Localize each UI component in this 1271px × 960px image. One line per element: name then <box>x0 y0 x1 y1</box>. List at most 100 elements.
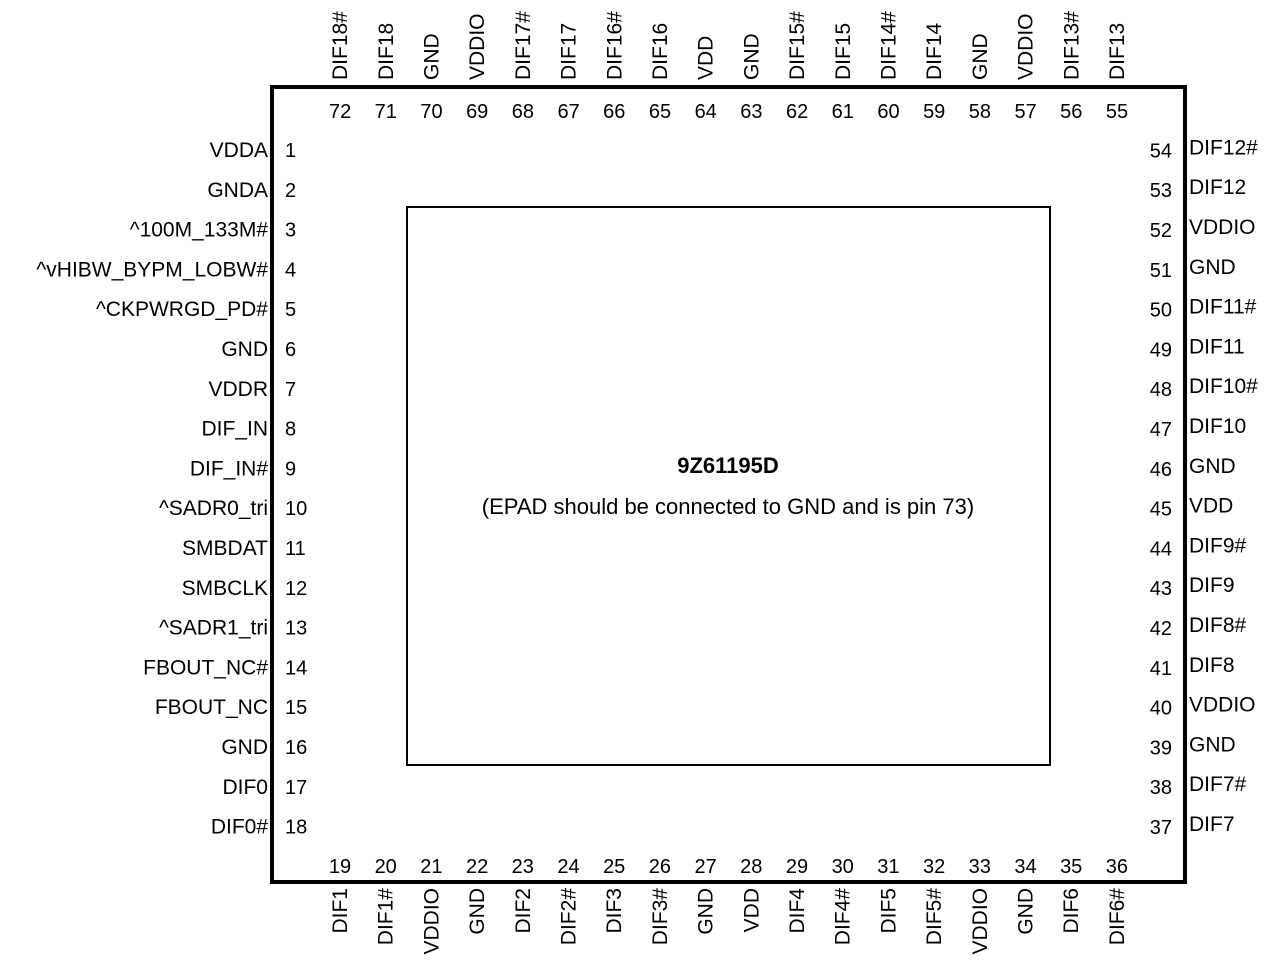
pin-name-bottom: DIF1 <box>329 888 352 934</box>
pin-name-left: VDDR <box>208 378 268 401</box>
pin-number-bottom: 24 <box>557 856 579 878</box>
pin-name-top: DIF16 <box>649 23 672 80</box>
pin-labels: VDDA 1 GNDA 2 ^100M_133M# 3 ^vHIBW_BYPM_LOBW# 4… <box>36 11 1258 955</box>
pin-number-top: 71 <box>375 101 397 123</box>
epad-note: (EPAD should be connected to GND and is … <box>482 494 974 519</box>
pin-number-top: 55 <box>1106 101 1128 123</box>
pin-name-top: GND <box>969 33 992 80</box>
pin-name-right: DIF10# <box>1189 375 1258 398</box>
pin-name-bottom: DIF4 <box>786 888 809 934</box>
pin-number-bottom: 35 <box>1060 856 1082 878</box>
pin-name-bottom: GND <box>1015 888 1038 935</box>
pin-name-bottom: DIF6# <box>1106 888 1129 946</box>
pin-number-top: 56 <box>1060 101 1082 123</box>
pin-number-left: 7 <box>285 379 296 401</box>
pin-name-left: DIF0 <box>222 776 268 799</box>
pin-name-bottom: DIF4# <box>832 888 855 946</box>
pin-number-bottom: 34 <box>1014 856 1036 878</box>
pin-name-top: GND <box>421 33 444 80</box>
pin-number-right: 45 <box>1150 499 1172 521</box>
pin-name-bottom: GND <box>695 888 718 935</box>
pin-number-right: 48 <box>1150 379 1172 401</box>
pin-name-top: DIF14 <box>923 22 946 80</box>
pin-name-right: DIF7 <box>1189 813 1235 836</box>
pin-name-right: VDD <box>1189 495 1233 518</box>
pin-number-left: 11 <box>285 538 306 560</box>
pin-name-bottom: DIF2 <box>512 888 535 934</box>
pin-number-top: 62 <box>786 101 808 123</box>
pin-name-top: VDDIO <box>1015 13 1038 80</box>
pin-number-bottom: 25 <box>603 856 625 878</box>
pin-name-left: GNDA <box>207 179 268 202</box>
pin-name-bottom: DIF5# <box>923 888 946 946</box>
pin-name-right: DIF10 <box>1189 415 1246 438</box>
pin-number-top: 59 <box>923 101 945 123</box>
pin-name-top: DIF13 <box>1106 23 1129 80</box>
pin-number-left: 16 <box>285 737 307 759</box>
pin-name-right: DIF11 <box>1189 335 1245 358</box>
pin-name-top: DIF18 <box>375 23 398 80</box>
pin-number-bottom: 29 <box>786 856 808 878</box>
chip-name: 9Z61195D <box>677 453 779 478</box>
pin-number-bottom: 26 <box>649 856 671 878</box>
pin-number-left: 10 <box>285 498 307 520</box>
pin-name-left: SMBDAT <box>182 537 268 560</box>
pin-name-left: SMBCLK <box>182 577 268 600</box>
pin-number-bottom: 20 <box>375 856 397 878</box>
pin-name-right: DIF9# <box>1189 534 1247 557</box>
pin-number-right: 43 <box>1150 578 1172 600</box>
pin-number-left: 1 <box>285 140 296 162</box>
pin-number-left: 13 <box>285 618 307 640</box>
pin-name-top: DIF15 <box>832 23 855 80</box>
pin-name-right: VDDIO <box>1189 216 1256 239</box>
pin-number-top: 63 <box>740 101 762 123</box>
pin-name-left: ^CKPWRGD_PD# <box>96 298 268 321</box>
pin-number-right: 38 <box>1150 777 1172 799</box>
pin-number-bottom: 31 <box>877 856 899 878</box>
pin-name-right: DIF9 <box>1189 574 1235 597</box>
pin-number-top: 65 <box>649 101 671 123</box>
pin-number-top: 70 <box>420 101 442 123</box>
pin-number-right: 42 <box>1150 618 1172 640</box>
pin-number-left: 4 <box>285 259 296 281</box>
pin-number-top: 69 <box>466 101 488 123</box>
pin-name-right: GND <box>1189 455 1236 478</box>
exposed-pad <box>406 206 1051 766</box>
pin-name-top: DIF16# <box>603 11 626 80</box>
pin-number-right: 49 <box>1150 339 1172 361</box>
pin-number-left: 3 <box>285 220 296 242</box>
pin-name-bottom: VDDIO <box>969 888 992 955</box>
pin-number-bottom: 22 <box>466 856 488 878</box>
pin-name-right: DIF12 <box>1189 176 1246 199</box>
pin-name-bottom: DIF6 <box>1060 888 1083 934</box>
pin-name-left: GND <box>221 736 268 759</box>
pin-name-right: DIF8# <box>1189 614 1247 637</box>
pin-number-top: 61 <box>832 101 854 123</box>
pin-number-top: 72 <box>329 101 351 123</box>
pin-name-bottom: DIF1# <box>375 888 398 946</box>
pin-name-bottom: VDDIO <box>420 888 443 955</box>
pin-number-left: 6 <box>285 339 296 361</box>
package-outline <box>270 85 1187 884</box>
pin-name-bottom: DIF2# <box>558 888 581 946</box>
pin-number-right: 46 <box>1150 459 1172 481</box>
pin-number-bottom: 23 <box>512 856 534 878</box>
pin-number-top: 64 <box>695 101 717 123</box>
pin-name-left: DIF_IN# <box>190 457 269 480</box>
pin-number-right: 40 <box>1150 698 1172 720</box>
pin-name-right: GND <box>1189 256 1236 279</box>
pin-number-right: 51 <box>1150 260 1172 282</box>
pin-number-right: 54 <box>1150 140 1172 162</box>
pin-number-right: 37 <box>1150 817 1172 839</box>
pin-number-right: 41 <box>1150 658 1172 680</box>
pin-name-top: GND <box>740 33 763 80</box>
pin-name-right: GND <box>1189 733 1236 756</box>
pin-number-bottom: 19 <box>329 856 351 878</box>
pin-number-right: 47 <box>1150 419 1172 441</box>
pin-number-right: 50 <box>1150 300 1172 322</box>
pin-number-bottom: 21 <box>420 856 442 878</box>
pin-name-left: FBOUT_NC# <box>143 656 268 679</box>
pin-number-top: 58 <box>969 101 991 123</box>
pin-name-bottom: DIF5 <box>877 888 900 934</box>
pin-number-left: 5 <box>285 299 296 321</box>
